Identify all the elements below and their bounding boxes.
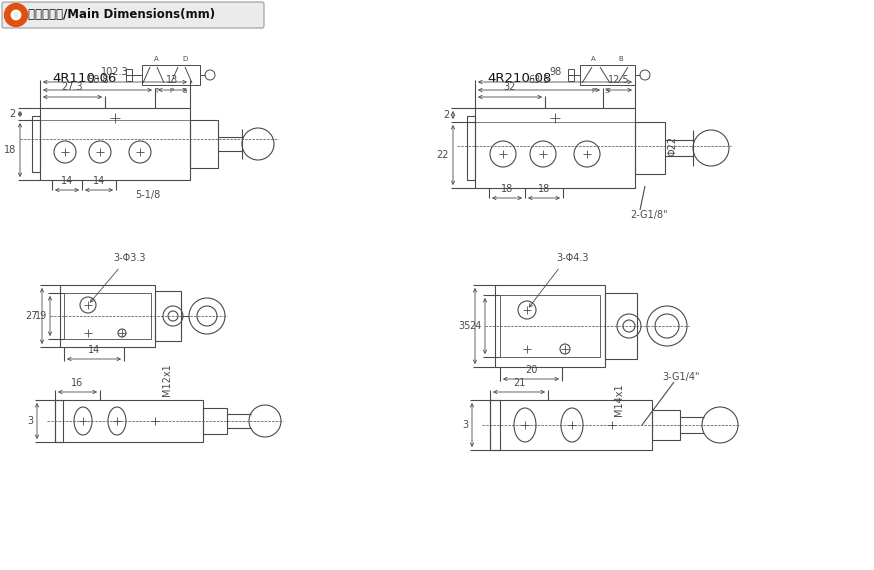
Text: 3-Φ3.3: 3-Φ3.3 [114,253,146,263]
Text: 3-Φ4.3: 3-Φ4.3 [557,253,589,263]
Text: M14x1: M14x1 [614,383,624,416]
Text: 3: 3 [461,420,468,430]
Bar [635,122,665,174]
Text: 3: 3 [27,416,33,426]
Text: 2-G1/8": 2-G1/8" [630,210,668,220]
Bar [490,400,652,450]
Bar [40,108,190,180]
Text: 98: 98 [549,67,561,77]
Text: 35: 35 [459,321,471,331]
Text: T: T [154,88,158,94]
Text: S: S [605,88,609,94]
Text: A: A [154,56,158,62]
Text: 13: 13 [166,75,178,85]
Text: 3-G1/4": 3-G1/4" [662,372,699,382]
Text: 12.5: 12.5 [608,75,630,85]
Text: 18: 18 [3,145,16,155]
Text: 102.3: 102.3 [101,67,128,77]
Text: A: A [591,56,595,62]
Text: 2: 2 [10,109,16,119]
Text: 18: 18 [538,184,550,194]
Text: 27: 27 [25,311,38,321]
Text: 21: 21 [513,378,525,388]
Bar [55,400,203,442]
Text: 14: 14 [88,345,101,355]
Bar [142,65,200,85]
Bar [203,408,227,434]
Bar [32,116,40,172]
Bar [467,116,475,180]
Text: 14: 14 [93,176,105,186]
Text: 63.5: 63.5 [528,75,550,85]
Bar [155,291,181,341]
Text: 24: 24 [469,321,482,331]
Text: P: P [591,88,595,94]
Text: Φ22: Φ22 [667,136,677,156]
Bar [55,400,63,442]
Bar [500,295,600,357]
Text: 32: 32 [503,82,517,92]
Text: B: B [619,56,623,62]
Text: 16: 16 [72,378,84,388]
Bar [652,410,680,440]
Bar [60,285,155,347]
Text: 22: 22 [436,150,449,160]
Text: M12x1: M12x1 [162,363,172,396]
Text: 14: 14 [61,176,73,186]
Text: S: S [183,88,187,94]
Text: 4R210-08: 4R210-08 [487,71,551,84]
Bar [490,400,500,450]
Text: 58.8: 58.8 [87,75,108,85]
Text: 外形尺寸图/Main Dimensions(mm): 外形尺寸图/Main Dimensions(mm) [28,9,215,22]
FancyBboxPatch shape [2,2,264,28]
Text: 5-1/8: 5-1/8 [135,190,161,200]
Bar [580,65,635,85]
Bar [495,285,605,367]
Text: 19: 19 [35,311,47,321]
Text: D: D [183,56,188,62]
Bar [190,120,218,168]
Text: 27.3: 27.3 [62,82,83,92]
Text: P: P [169,88,173,94]
Bar [64,293,151,339]
Bar [605,293,637,359]
Text: 20: 20 [524,365,538,375]
Text: 18: 18 [501,184,513,194]
Text: 4R110-06: 4R110-06 [52,71,116,84]
Bar [475,108,635,188]
Text: 2: 2 [443,110,449,120]
